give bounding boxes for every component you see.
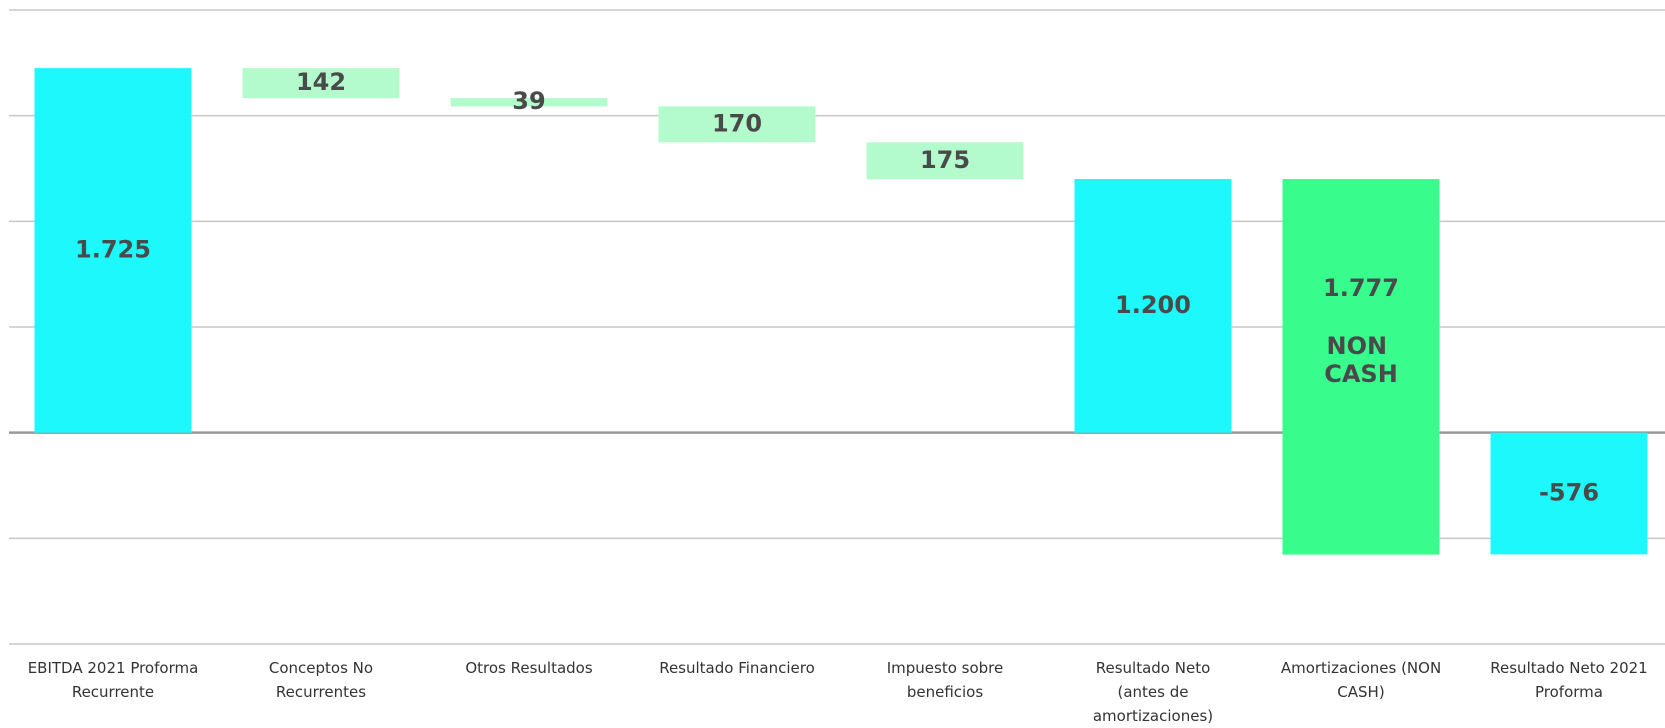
value-label: -576 [1539,479,1599,507]
x-tick-label: Otros Resultados [465,659,593,677]
bar-note: NON CASH [1324,332,1398,388]
x-tick-label: Resultado Financiero [659,659,815,677]
x-tick-label: Conceptos No Recurrentes [268,659,374,701]
bar [450,98,608,107]
x-tick-label: Resultado Neto 2021 Proforma [1490,659,1648,701]
bar [1490,432,1648,555]
x-tick-label: Amortizaciones (NON CASH) [1280,659,1442,701]
x-tick-label: Impuesto sobre beneficios [886,659,1004,701]
value-label: 170 [712,109,762,137]
value-label: 1.777 [1323,274,1399,302]
value-label: 175 [920,146,970,174]
value-label: 1.725 [75,235,151,263]
bar [34,68,192,433]
value-label: 39 [512,87,545,115]
bar [1074,179,1232,433]
x-tick-label: EBITDA 2021 Proforma Recurrente [27,659,199,701]
x-tick-label: Resultado Neto (antes de amortizaciones) [1092,659,1214,725]
bar [242,68,400,99]
value-label: 1.200 [1115,291,1191,319]
bar [1282,179,1440,555]
bar [866,142,1024,180]
bar [658,106,816,143]
value-label: 142 [296,68,346,96]
